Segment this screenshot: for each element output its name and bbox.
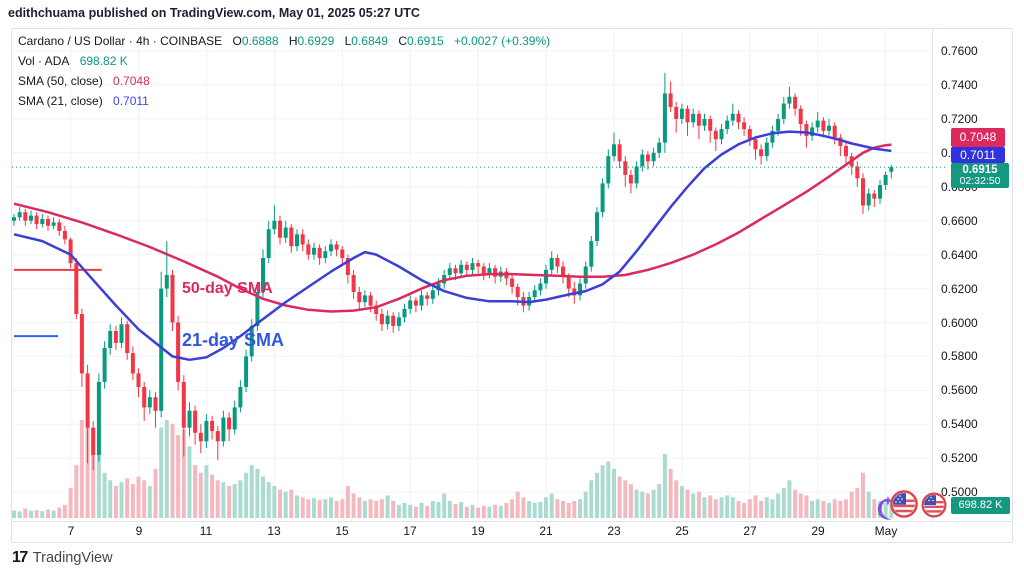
time-axis-separator [12, 521, 1012, 522]
price-axis-separator [932, 29, 933, 521]
sma21-label: SMA (21, close) [18, 94, 103, 108]
ohlc-close-label: C [398, 34, 407, 48]
price-axis-label: 0.5800 [941, 349, 978, 363]
emoji-stickers [877, 490, 947, 520]
time-axis-label: 13 [267, 524, 281, 538]
last-price-badge: 0.6915 02:32:50 [951, 163, 1009, 188]
ohlc-open-label: O [232, 34, 242, 48]
sma50-label: SMA (50, close) [18, 74, 103, 88]
sma50-value: 0.7048 [113, 74, 150, 88]
legend-volume-row[interactable]: Vol · ADA 698.82 K [18, 51, 550, 71]
annotation-50-day-sma[interactable]: 50-day SMA [182, 280, 273, 297]
exchange: COINBASE [160, 34, 223, 48]
ohlc-high-label: H [288, 34, 298, 48]
time-axis-label: 19 [471, 524, 485, 538]
time-axis-label: 11 [199, 524, 213, 538]
price-axis-label: 0.6000 [941, 316, 978, 330]
ohlc-low-label: L [344, 34, 352, 48]
time-axis-label: 15 [335, 524, 349, 538]
legend-sma50-row[interactable]: SMA (50, close) 0.7048 [18, 71, 550, 91]
price-axis-label: 0.6200 [941, 282, 978, 296]
time-axis-label: 23 [607, 524, 621, 538]
symbol-name: Cardano / US Dollar [18, 34, 126, 48]
price-axis-label: 0.7400 [941, 78, 978, 92]
time-axis-label: 7 [67, 524, 75, 538]
time-axis-label: 17 [403, 524, 417, 538]
sparkle-moon-icon [877, 496, 893, 520]
ohlc-high-value: 0.6929 [297, 34, 335, 48]
interval[interactable]: 4h [136, 34, 150, 48]
time-axis-label: 25 [675, 524, 689, 538]
time-axis-label: 21 [539, 524, 553, 538]
time-axis-label: 29 [811, 524, 825, 538]
time-axis-label: 27 [743, 524, 757, 538]
price-change: +0.0027 (+0.39%) [454, 34, 551, 48]
us-flag-icon [921, 492, 947, 518]
price-axis-label: 0.7200 [941, 112, 978, 126]
annotation-21-day-sma[interactable]: 21-day SMA [182, 330, 285, 350]
volume-badge: 698.82 K [951, 497, 1010, 514]
ohlc-low-value: 0.6849 [351, 34, 388, 48]
volume-value: 698.82 K [79, 54, 128, 68]
sma21-price-badge: 0.7011 [951, 147, 1005, 163]
legend-symbol-row[interactable]: Cardano / US Dollar · 4h · COINBASE O0.6… [18, 34, 551, 48]
time-axis-label: 9 [135, 524, 143, 538]
price-axis-label: 0.5400 [941, 417, 978, 431]
tradingview-attribution[interactable]: 17 TradingView [12, 549, 113, 567]
ohlc-close-value: 0.6915 [407, 34, 444, 48]
price-axis-label: 0.5200 [941, 451, 978, 465]
sma21-value: 0.7011 [113, 94, 149, 108]
sma50-price-badge: 0.7048 [951, 128, 1005, 147]
last-price-value: 0.6915 [962, 164, 998, 176]
price-axis-label: 0.7600 [941, 44, 978, 58]
tradingview-brand-name: TradingView [32, 550, 113, 566]
price-axis-label: 0.5600 [941, 383, 978, 397]
candle-countdown: 02:32:50 [959, 175, 1001, 187]
tradingview-logo-icon: 17 [12, 549, 28, 566]
legend-sma21-row[interactable]: SMA (21, close) 0.7011 [18, 91, 550, 111]
chart-legend: Cardano / US Dollar · 4h · COINBASE O0.6… [18, 31, 550, 111]
price-axis-label: 0.6400 [941, 248, 978, 262]
volume-label: Vol · ADA [18, 54, 70, 68]
ohlc-open-value: 0.6888 [241, 34, 279, 48]
price-axis-label: 0.5000 [941, 485, 978, 499]
us-flag-icon [890, 490, 918, 518]
time-axis-label: May [874, 524, 898, 538]
price-axis-label: 0.6600 [941, 214, 978, 228]
publish-caption: edithchuama published on TradingView.com… [8, 6, 420, 20]
